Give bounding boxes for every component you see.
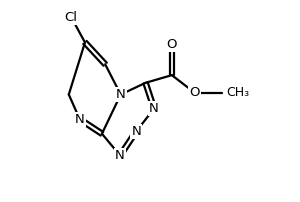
Text: O: O	[189, 86, 200, 99]
Text: O: O	[167, 38, 177, 51]
Text: Cl: Cl	[65, 11, 78, 24]
Text: N: N	[149, 102, 159, 115]
Text: CH₃: CH₃	[226, 86, 249, 99]
Text: N: N	[116, 88, 126, 101]
Text: N: N	[131, 125, 141, 138]
Text: N: N	[115, 149, 125, 162]
Text: N: N	[75, 113, 85, 126]
